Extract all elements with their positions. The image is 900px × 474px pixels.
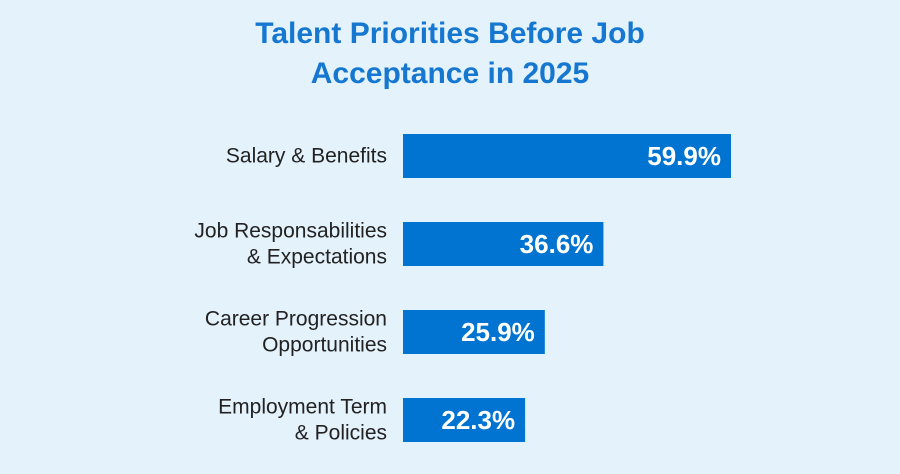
bar-value-label-1: 36.6% (520, 229, 594, 259)
bar-value-label-0: 59.9% (647, 141, 721, 171)
category-label-2-line-1: Opportunities (262, 334, 387, 357)
bar-2 (403, 310, 545, 354)
bar-value-label-2: 25.9% (461, 317, 535, 347)
category-label-1-line-1: & Expectations (247, 246, 387, 269)
chart-title-line-2: Acceptance in 2025 (310, 57, 590, 90)
category-label-3-line-0: Employment Term (218, 396, 387, 419)
bar-value-label-3: 22.3% (441, 405, 515, 435)
chart-title-line-1: Talent Priorities Before Job (255, 17, 645, 50)
category-label-0-line-0: Salary & Benefits (226, 145, 387, 168)
bar-1 (403, 222, 604, 266)
category-label-3-line-1: & Policies (295, 422, 387, 445)
category-label-2-line-0: Career Progression (205, 308, 387, 331)
category-label-1-line-0: Job Responsabilities (194, 220, 387, 243)
bar-0 (403, 134, 731, 178)
bar-3 (403, 398, 526, 442)
chart-title: Talent Priorities Before Job Acceptance … (0, 14, 900, 94)
